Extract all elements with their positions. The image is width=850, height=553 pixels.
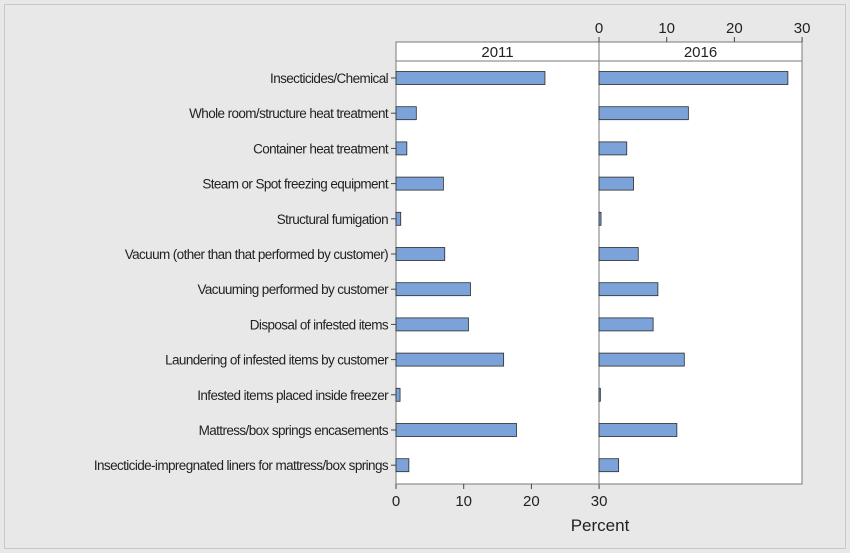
bar xyxy=(395,106,417,121)
bar xyxy=(395,71,546,85)
panel-strip-label: 2011 xyxy=(481,44,513,61)
x-tick-label: 30 xyxy=(591,493,608,510)
panel-strip-label: 2016 xyxy=(684,44,717,61)
bar xyxy=(598,211,602,226)
x-tick-label: 20 xyxy=(726,20,743,37)
x-tick-label: 0 xyxy=(595,20,603,37)
bar xyxy=(598,387,601,402)
panel-strip xyxy=(598,41,803,62)
category-label: Container heat treatment xyxy=(253,141,389,156)
x-tick-label: 30 xyxy=(794,20,811,37)
category-label: Disposal of infested items xyxy=(250,317,389,332)
category-label: Vacuuming performed by customer xyxy=(198,282,390,297)
panel-2016: 2016 0 10 20 30 xyxy=(595,20,811,485)
category-label: Insecticides/Chemical xyxy=(270,71,389,86)
x-tick-label: 0 xyxy=(392,493,400,510)
x-tick-label: 10 xyxy=(455,493,472,510)
bar xyxy=(598,458,620,473)
x-axis-label: Percent xyxy=(571,516,630,535)
bar xyxy=(395,282,471,297)
category-label: Mattress/box springs encasements xyxy=(199,423,389,438)
panel-2011: 2011 0 10 20 30 xyxy=(392,41,608,510)
bar xyxy=(598,106,689,121)
panel-frame xyxy=(395,41,600,485)
category-label: Infested items placed inside freezer xyxy=(197,388,389,403)
bar xyxy=(598,352,685,367)
category-label: Structural fumigation xyxy=(277,212,388,227)
category-label: Vacuum (other than that performed by cus… xyxy=(125,247,388,262)
bar xyxy=(598,247,639,261)
bar xyxy=(395,423,517,437)
category-label: Insecticide-impregnated liners for mattr… xyxy=(94,458,389,473)
x-tick-label: 10 xyxy=(658,20,675,37)
x-tick-label: 20 xyxy=(523,493,540,510)
bar xyxy=(395,141,408,156)
bar xyxy=(598,71,789,85)
bar xyxy=(598,141,628,156)
bar xyxy=(598,317,654,332)
chart-frame xyxy=(4,4,846,549)
bar xyxy=(598,282,659,297)
bar xyxy=(598,423,678,437)
bar xyxy=(395,352,505,367)
bar xyxy=(395,458,410,473)
bar xyxy=(395,387,401,402)
category-label: Laundering of infested items by customer xyxy=(165,353,389,368)
bar xyxy=(598,176,634,191)
bar xyxy=(395,211,402,226)
bar xyxy=(395,317,469,332)
category-label: Steam or Spot freezing equipment xyxy=(202,177,389,192)
category-label: Whole room/structure heat treatment xyxy=(189,106,389,121)
bar xyxy=(395,176,444,191)
bar xyxy=(395,247,446,261)
